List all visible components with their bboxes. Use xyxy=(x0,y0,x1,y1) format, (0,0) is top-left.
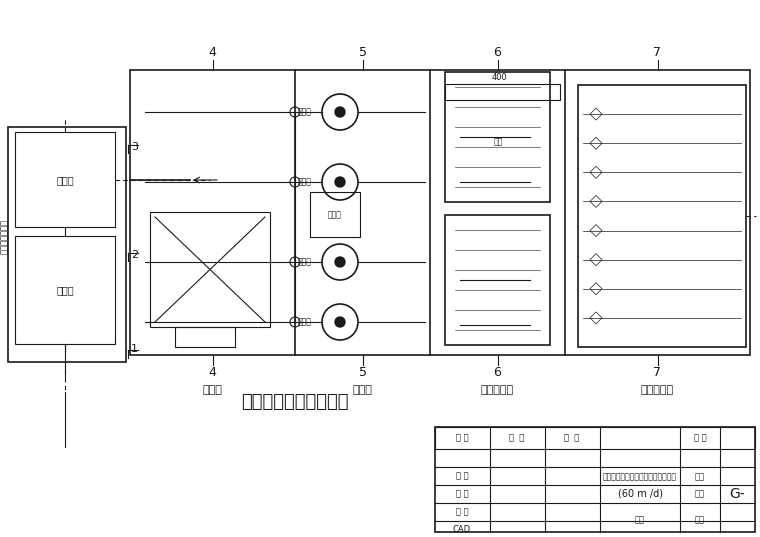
Text: 日  期: 日 期 xyxy=(565,433,580,442)
Text: 某高尔夫球场污水处理平面图之某图: 某高尔夫球场污水处理平面图之某图 xyxy=(603,473,677,482)
Text: 鼓风机: 鼓风机 xyxy=(328,211,342,220)
Text: 专业: 专业 xyxy=(635,516,645,525)
Text: 提升泵: 提升泵 xyxy=(298,107,312,117)
Bar xyxy=(310,192,360,237)
Circle shape xyxy=(335,257,345,267)
Circle shape xyxy=(335,177,345,187)
Text: 制号: 制号 xyxy=(695,490,705,498)
Text: 4: 4 xyxy=(208,46,217,59)
Bar xyxy=(130,70,750,355)
Text: 6: 6 xyxy=(493,366,502,380)
Text: 4: 4 xyxy=(208,366,217,380)
Text: 接触氧化池: 接触氧化池 xyxy=(481,385,514,395)
Text: 鼓风机: 鼓风机 xyxy=(298,178,312,186)
Text: G-: G- xyxy=(729,487,745,501)
Bar xyxy=(175,327,235,347)
Text: 设 计: 设 计 xyxy=(456,471,468,481)
Text: 污泥泵: 污泥泵 xyxy=(298,317,312,326)
Text: 7: 7 xyxy=(654,366,661,380)
Bar xyxy=(578,85,746,347)
Text: 调节池: 调节池 xyxy=(202,385,222,395)
Text: 6: 6 xyxy=(493,46,502,59)
Text: 比例: 比例 xyxy=(695,516,705,525)
Text: 专 目: 专 目 xyxy=(694,433,706,442)
Text: 来自化粪池污水: 来自化粪池污水 xyxy=(0,220,8,255)
Text: 签  名: 签 名 xyxy=(509,433,524,442)
Bar xyxy=(435,427,755,449)
Text: 审 核: 审 核 xyxy=(456,507,468,517)
Text: 设备间: 设备间 xyxy=(353,385,372,395)
Bar xyxy=(435,427,755,532)
Text: 3: 3 xyxy=(131,142,138,152)
Text: 5: 5 xyxy=(359,46,366,59)
Text: 阶段: 阶段 xyxy=(695,473,705,482)
Bar xyxy=(150,212,270,327)
Bar xyxy=(8,127,126,362)
Text: CAD: CAD xyxy=(453,526,471,534)
Text: 400: 400 xyxy=(492,72,508,82)
Text: 接触: 接触 xyxy=(493,137,502,147)
Text: (60 m /d): (60 m /d) xyxy=(617,489,663,499)
Text: 7: 7 xyxy=(654,46,661,59)
Bar xyxy=(445,215,550,345)
Circle shape xyxy=(335,317,345,327)
Text: 2: 2 xyxy=(131,250,138,260)
Bar xyxy=(15,132,115,227)
Bar xyxy=(445,72,550,202)
Bar xyxy=(15,236,115,344)
Circle shape xyxy=(335,107,345,117)
Text: 格栅间: 格栅间 xyxy=(56,175,74,185)
Text: 污泥脱水池: 污泥脱水池 xyxy=(641,385,674,395)
Text: 5: 5 xyxy=(359,366,366,380)
Text: 阶 段: 阶 段 xyxy=(456,433,468,442)
Text: 回流泵: 回流泵 xyxy=(298,258,312,266)
Text: 1: 1 xyxy=(131,344,138,354)
Text: 校 对: 校 对 xyxy=(456,490,468,498)
Bar xyxy=(445,84,560,100)
Text: 调节池: 调节池 xyxy=(56,285,74,295)
Text: 设备及管线平面布置图: 设备及管线平面布置图 xyxy=(241,393,349,411)
